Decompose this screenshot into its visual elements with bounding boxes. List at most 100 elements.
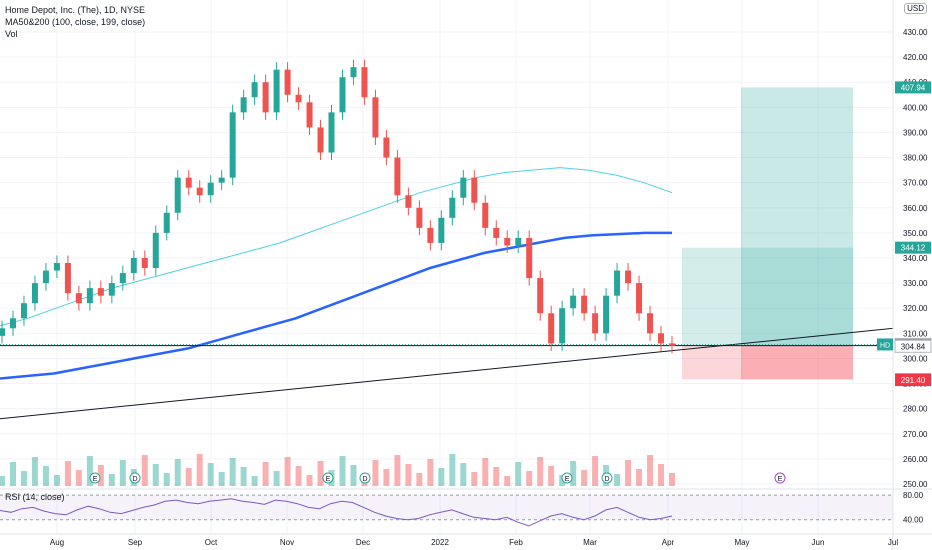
price-tick-label: 310.00 <box>903 329 928 338</box>
volume-bar <box>229 458 236 486</box>
volume-bar <box>207 463 214 486</box>
volume-bar <box>163 473 170 486</box>
volume-bar <box>504 476 511 486</box>
candle-body <box>53 263 60 271</box>
price-badge <box>894 339 932 353</box>
volume-bar <box>339 456 346 486</box>
price-badge-label: 344.12 <box>901 244 926 253</box>
time-tick-label: Feb <box>509 538 523 547</box>
volume-bar <box>108 474 115 486</box>
volume-bar <box>669 473 675 486</box>
candle-body <box>108 283 115 296</box>
volume-bar <box>306 475 313 486</box>
volume-bar <box>251 476 258 486</box>
candle-body <box>493 227 500 238</box>
volume-bar <box>592 456 599 486</box>
volume-bar <box>427 459 434 486</box>
candle-body <box>625 270 632 284</box>
volume-bar <box>174 459 181 486</box>
candle-body <box>559 308 566 344</box>
drawings <box>0 167 894 420</box>
event-marker-label: E <box>93 476 98 483</box>
volume-bar <box>295 466 302 486</box>
event-marker-label: E <box>565 476 570 483</box>
volume-bar <box>152 464 159 486</box>
volume-bar <box>372 460 379 486</box>
symbol-title[interactable]: Home Depot, Inc. (The), 1D, NYSE <box>5 5 146 15</box>
currency-selector[interactable]: USD <box>904 3 927 14</box>
volume-bar <box>647 455 654 486</box>
candle-body <box>482 202 489 228</box>
volume-bar <box>537 457 544 486</box>
candle-body <box>383 137 390 158</box>
candle-body <box>218 177 225 183</box>
volume-bar <box>240 467 247 486</box>
event-marker <box>322 472 334 484</box>
price-tick-label: 260.00 <box>903 455 928 464</box>
trendline <box>0 327 894 420</box>
price-badge <box>895 241 931 254</box>
volume-bar <box>42 466 49 486</box>
time-tick-label: Nov <box>280 538 294 547</box>
volume-indicator-label[interactable]: Vol <box>5 29 18 39</box>
price-badge-label: 407.94 <box>901 83 926 92</box>
event-marker-label: E <box>326 476 331 483</box>
candle-body <box>669 343 675 346</box>
rsi-pane: 80.00 40.00 <box>0 488 932 527</box>
candle-body <box>284 69 291 95</box>
candle-body <box>64 263 71 294</box>
price-tick-label: 330.00 <box>903 279 928 288</box>
rsi-indicator-label[interactable]: RSI (14, close) <box>5 492 65 502</box>
volume-bar <box>449 454 456 486</box>
volume-bar <box>97 465 104 486</box>
candle-body <box>20 303 27 319</box>
price-badge <box>895 81 931 94</box>
volume-bar <box>515 462 522 486</box>
ma-indicator-label[interactable]: MA50&200 (100, close, 199, close) <box>5 17 146 27</box>
volume-bar <box>658 464 665 486</box>
price-tick-label: 280.00 <box>903 405 928 414</box>
time-tick-label: Oct <box>205 538 218 547</box>
time-tick-label: Mar <box>583 538 597 547</box>
price-tick-label: 340.00 <box>903 254 928 263</box>
event-marker <box>129 472 141 484</box>
candle-body <box>317 127 324 153</box>
profit-zone-2 <box>741 87 853 346</box>
ticker-tag-label: HD <box>880 342 890 349</box>
volume-bar <box>284 457 291 486</box>
volume-bar <box>31 457 38 486</box>
position-tool[interactable] <box>682 87 853 380</box>
candle-body <box>592 313 599 334</box>
candle-body <box>306 102 313 128</box>
candle-body <box>328 112 335 153</box>
event-marker <box>774 472 786 484</box>
volume-bar <box>317 461 324 486</box>
time-tick-label: May <box>734 538 749 547</box>
rsi-line <box>0 498 673 527</box>
candle-body <box>130 258 137 274</box>
price-tick-label: 360.00 <box>903 204 928 213</box>
volume-bar <box>416 473 423 486</box>
candle-body <box>449 197 456 218</box>
candle-body <box>361 67 368 98</box>
loss-zone <box>682 345 853 380</box>
price-tick-label: 250.00 <box>903 480 928 489</box>
candle-body <box>471 177 478 203</box>
candle-body <box>163 212 170 233</box>
volume-bar <box>218 472 225 486</box>
time-axis[interactable]: Aug Sep Oct Nov Dec 2022 Feb Mar Apr May Jun Jul <box>0 533 932 547</box>
volume-bar <box>493 467 500 486</box>
volume-bar <box>196 454 203 486</box>
ticker-tag <box>877 338 893 351</box>
volume-bar <box>482 458 489 486</box>
price-tick-label: 370.00 <box>903 179 928 188</box>
volume-bar <box>636 469 643 486</box>
price-tick-label: 270.00 <box>903 430 928 439</box>
volume-bar <box>548 466 555 486</box>
event-marker <box>601 472 613 484</box>
price-tick-label: 350.00 <box>903 229 928 238</box>
rsi-level-label: 40.00 <box>903 516 924 525</box>
volume-bar <box>273 471 280 486</box>
